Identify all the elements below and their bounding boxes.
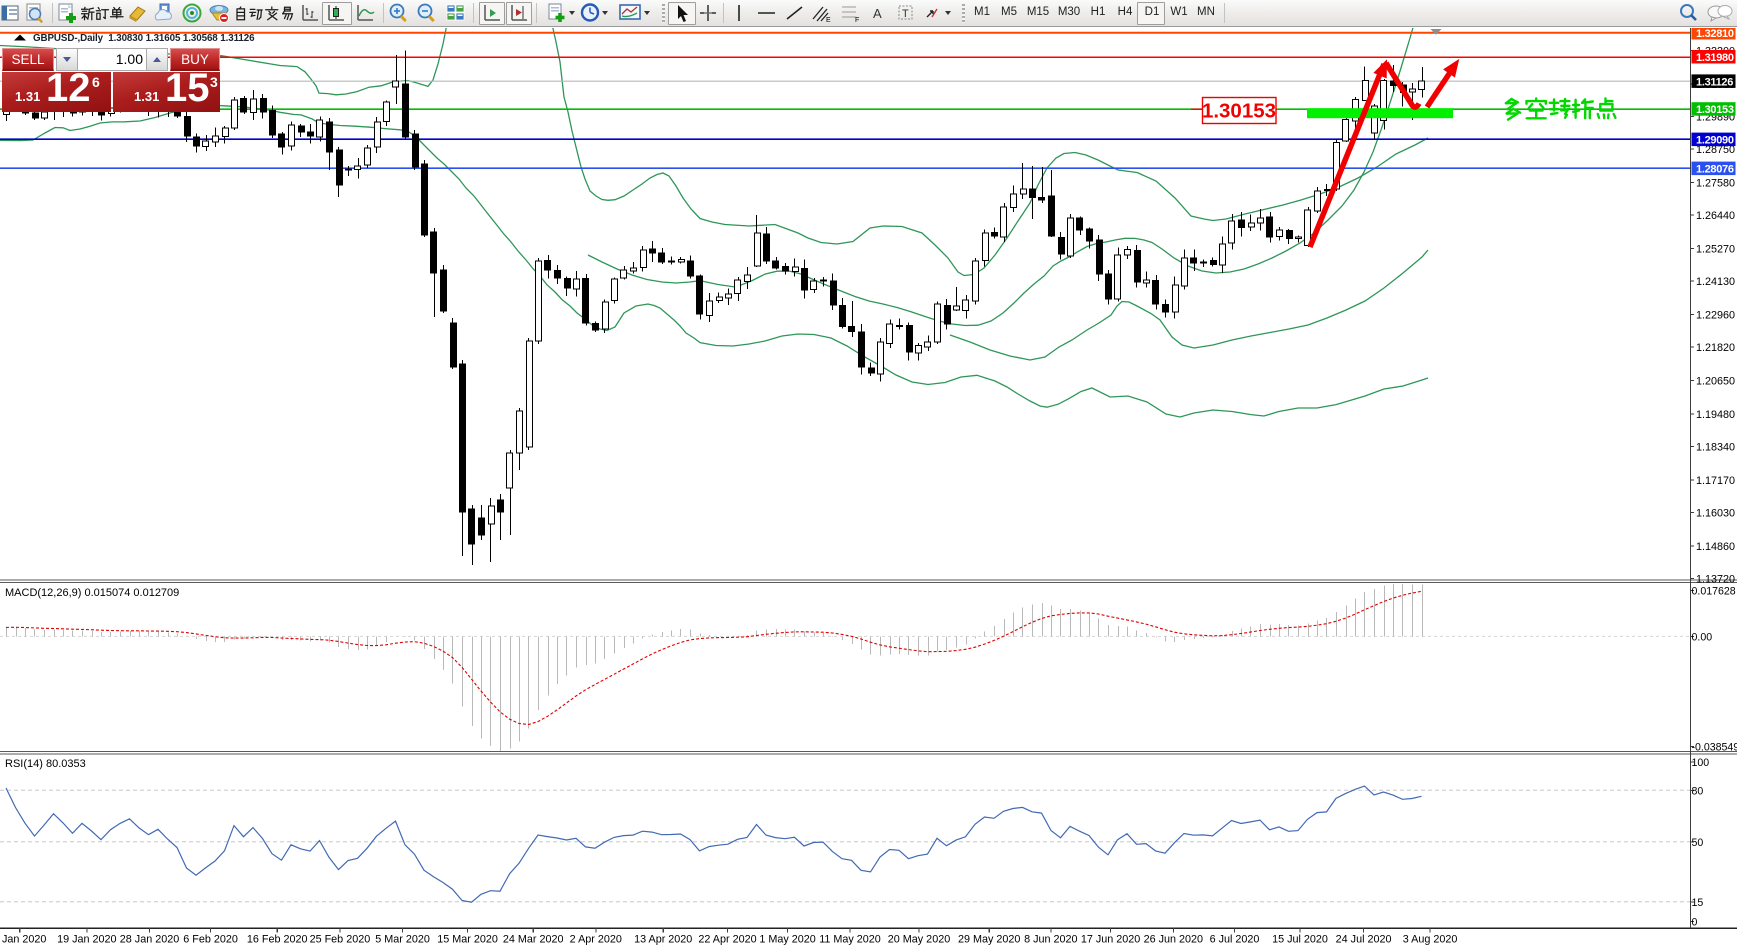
svg-text:1.22960: 1.22960: [1696, 309, 1735, 321]
svg-text:A: A: [873, 6, 882, 21]
svg-text:24 Jul 2020: 24 Jul 2020: [1336, 934, 1392, 946]
svg-text:3 Aug 2020: 3 Aug 2020: [1403, 934, 1458, 946]
svg-text:1 May 2020: 1 May 2020: [759, 934, 815, 946]
svg-text:1.18340: 1.18340: [1696, 441, 1735, 453]
svg-text:22 Apr 2020: 22 Apr 2020: [698, 934, 756, 946]
svg-text:-0.038549: -0.038549: [1692, 742, 1737, 754]
svg-text:26 Jun 2020: 26 Jun 2020: [1144, 934, 1203, 946]
svg-text:29 May 2020: 29 May 2020: [958, 934, 1020, 946]
svg-text:RSI(14) 80.0353: RSI(14) 80.0353: [5, 758, 86, 770]
svg-text:8 Jun 2020: 8 Jun 2020: [1024, 934, 1077, 946]
svg-text:0: 0: [1692, 917, 1698, 929]
svg-text:17 Jun 2020: 17 Jun 2020: [1081, 934, 1140, 946]
svg-text:100: 100: [1692, 757, 1710, 769]
svg-text:6 Jul 2020: 6 Jul 2020: [1210, 934, 1260, 946]
svg-text:15 Mar 2020: 15 Mar 2020: [437, 934, 498, 946]
svg-text:1.28750: 1.28750: [1696, 144, 1735, 156]
svg-text:T: T: [902, 8, 909, 20]
svg-text:1.30153: 1.30153: [1202, 100, 1276, 123]
svg-text:E: E: [826, 17, 831, 24]
svg-text:1.17170: 1.17170: [1696, 475, 1735, 487]
svg-text:50: 50: [1692, 837, 1704, 849]
svg-text:15 Jul 2020: 15 Jul 2020: [1272, 934, 1328, 946]
svg-text:80: 80: [1692, 785, 1704, 797]
svg-text:0.00: 0.00: [1692, 631, 1713, 643]
svg-text:1.28076: 1.28076: [1696, 164, 1734, 176]
svg-text:1.13720: 1.13720: [1696, 573, 1735, 585]
svg-text:19 Jan 2020: 19 Jan 2020: [57, 934, 116, 946]
svg-text:1.31126: 1.31126: [1696, 76, 1733, 88]
svg-text:16 Feb 2020: 16 Feb 2020: [247, 934, 308, 946]
svg-text:20 May 2020: 20 May 2020: [888, 934, 950, 946]
svg-text:24 Mar 2020: 24 Mar 2020: [503, 934, 564, 946]
svg-text:1.21820: 1.21820: [1696, 342, 1735, 354]
svg-text:9 Jan 2020: 9 Jan 2020: [0, 934, 46, 946]
svg-text:28 Jan 2020: 28 Jan 2020: [120, 934, 179, 946]
svg-text:1.24130: 1.24130: [1696, 276, 1735, 288]
svg-text:1.29090: 1.29090: [1696, 135, 1734, 147]
svg-text:1.30153: 1.30153: [1696, 104, 1734, 116]
svg-text:1.31980: 1.31980: [1696, 52, 1734, 64]
svg-text:1.32810: 1.32810: [1696, 28, 1734, 40]
svg-text:2 Apr 2020: 2 Apr 2020: [570, 934, 622, 946]
svg-text:F: F: [855, 17, 859, 24]
svg-text:0.017628: 0.017628: [1692, 586, 1736, 598]
svg-text:15: 15: [1692, 897, 1704, 909]
svg-text:GBPUSD-,Daily 1.30830 1.31605: GBPUSD-,Daily 1.30830 1.31605 1.30568 1.…: [33, 33, 255, 44]
svg-text:1.26440: 1.26440: [1696, 210, 1735, 222]
svg-text:5 Mar 2020: 5 Mar 2020: [375, 934, 430, 946]
svg-text:1.19480: 1.19480: [1696, 409, 1735, 421]
svg-text:1.16030: 1.16030: [1696, 507, 1735, 519]
svg-text:6 Feb 2020: 6 Feb 2020: [183, 934, 238, 946]
svg-text:MACD(12,26,9) 0.015074 0.01270: MACD(12,26,9) 0.015074 0.012709: [5, 587, 179, 599]
svg-text:1.25270: 1.25270: [1696, 243, 1735, 255]
svg-text:11 May 2020: 11 May 2020: [819, 934, 881, 946]
svg-text:25 Feb 2020: 25 Feb 2020: [310, 934, 371, 946]
svg-text:1.14860: 1.14860: [1696, 541, 1735, 553]
svg-text:13 Apr 2020: 13 Apr 2020: [634, 934, 692, 946]
svg-text:1.27580: 1.27580: [1696, 177, 1735, 189]
svg-text:1.20650: 1.20650: [1696, 375, 1735, 387]
